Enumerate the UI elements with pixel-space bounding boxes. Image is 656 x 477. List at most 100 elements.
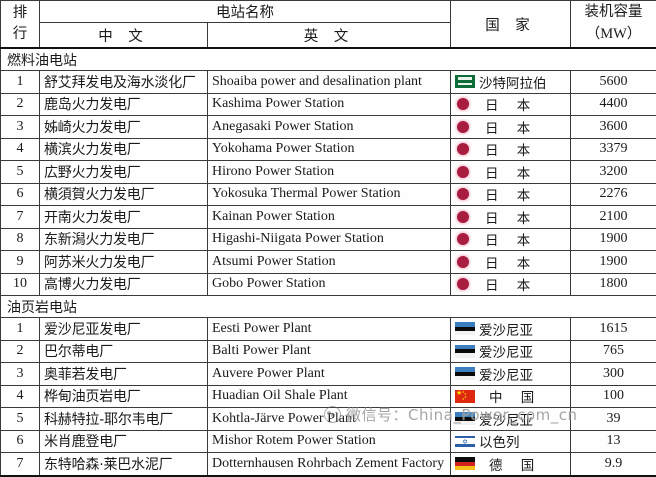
cell-name-english: Balti Power Plant bbox=[208, 340, 451, 363]
header-rank-line2: 行 bbox=[5, 24, 35, 45]
header-station-name: 电站名称 bbox=[40, 1, 451, 23]
flag-japan-icon bbox=[455, 276, 471, 292]
cell-rank: 3 bbox=[1, 363, 40, 386]
cell-capacity: 765 bbox=[571, 340, 656, 363]
cell-name-chinese: 舒艾拜发电及海水淡化厂 bbox=[40, 71, 208, 94]
country-label: 沙特阿拉伯 bbox=[479, 72, 547, 92]
header-capacity-line1: 装机容量 bbox=[575, 2, 652, 24]
cell-name-english: Gobo Power Station bbox=[208, 273, 451, 296]
cell-rank: 7 bbox=[1, 206, 40, 229]
cell-name-chinese: 横須賀火力发电厂 bbox=[40, 183, 208, 206]
cell-capacity: 1900 bbox=[571, 228, 656, 251]
cell-capacity: 3379 bbox=[571, 138, 656, 161]
cell-country: 日 本 bbox=[451, 183, 571, 206]
cell-rank: 6 bbox=[1, 430, 40, 453]
section-header-row: 油页岩电站 bbox=[1, 296, 656, 318]
country-label: 爱沙尼亚 bbox=[479, 319, 533, 339]
cell-name-english: Huadian Oil Shale Plant bbox=[208, 385, 451, 408]
cell-rank: 3 bbox=[1, 116, 40, 139]
cell-name-chinese: 爱沙尼亚发电厂 bbox=[40, 318, 208, 341]
cell-country: 日 本 bbox=[451, 138, 571, 161]
cell-rank: 1 bbox=[1, 71, 40, 94]
cell-name-chinese: 东特哈森·莱巴水泥厂 bbox=[40, 453, 208, 476]
cell-capacity: 3600 bbox=[571, 116, 656, 139]
cell-name-chinese: 奥菲若发电厂 bbox=[40, 363, 208, 386]
cell-capacity: 1900 bbox=[571, 251, 656, 274]
flag-japan-icon bbox=[455, 141, 471, 157]
flag-japan-icon bbox=[455, 231, 471, 247]
cell-name-chinese: 米肖鹿登电厂 bbox=[40, 430, 208, 453]
cell-name-english: Dotternhausen Rohrbach Zement Factory bbox=[208, 453, 451, 476]
cell-country: 日 本 bbox=[451, 228, 571, 251]
cell-name-english: Eesti Power Plant bbox=[208, 318, 451, 341]
cell-rank: 6 bbox=[1, 183, 40, 206]
country-label: 爱沙尼亚 bbox=[479, 364, 533, 384]
cell-name-english: Higashi-Niigata Power Station bbox=[208, 228, 451, 251]
cell-rank: 4 bbox=[1, 385, 40, 408]
cell-capacity: 13 bbox=[571, 430, 656, 453]
cell-country: ✡ 以色列 bbox=[451, 430, 571, 453]
header-country: 国 家 bbox=[451, 1, 571, 49]
cell-name-english: Anegasaki Power Station bbox=[208, 116, 451, 139]
cell-capacity: 4400 bbox=[571, 93, 656, 116]
country-label: 德 国 bbox=[479, 454, 541, 474]
header-chinese: 中 文 bbox=[40, 23, 208, 49]
cell-country: 爱沙尼亚 bbox=[451, 340, 571, 363]
cell-name-english: Yokosuka Thermal Power Station bbox=[208, 183, 451, 206]
cell-name-english: Auvere Power Plant bbox=[208, 363, 451, 386]
cell-name-chinese: 巴尔蒂电厂 bbox=[40, 340, 208, 363]
flag-china-icon: ★★★★★ bbox=[455, 390, 475, 403]
flag-japan-icon bbox=[455, 254, 471, 270]
cell-name-english: Hirono Power Station bbox=[208, 161, 451, 184]
flag-japan-icon bbox=[455, 96, 471, 112]
flag-israel-icon: ✡ bbox=[455, 435, 475, 448]
cell-name-chinese: 桦甸油页岩电厂 bbox=[40, 385, 208, 408]
cell-country: 爱沙尼亚 bbox=[451, 363, 571, 386]
cell-rank: 5 bbox=[1, 161, 40, 184]
country-label: 日 本 bbox=[475, 162, 537, 182]
country-label: 以色列 bbox=[479, 431, 520, 451]
cell-country: 日 本 bbox=[451, 161, 571, 184]
section-title: 油页岩电站 bbox=[1, 296, 656, 318]
country-label: 日 本 bbox=[475, 207, 537, 227]
cell-country: 德 国 bbox=[451, 453, 571, 476]
flag-japan-icon bbox=[455, 119, 471, 135]
cell-rank: 1 bbox=[1, 318, 40, 341]
section-title: 燃料油电站 bbox=[1, 48, 656, 71]
cell-capacity: 5600 bbox=[571, 71, 656, 94]
country-label: 日 本 bbox=[475, 117, 537, 137]
country-label: 爱沙尼亚 bbox=[479, 409, 533, 429]
cell-capacity: 1615 bbox=[571, 318, 656, 341]
cell-capacity: 39 bbox=[571, 408, 656, 431]
country-label: 日 本 bbox=[475, 184, 537, 204]
cell-name-chinese: 鹿岛火力发电厂 bbox=[40, 93, 208, 116]
cell-name-chinese: 科赫特拉-耶尔韦电厂 bbox=[40, 408, 208, 431]
cell-name-english: Atsumi Power Station bbox=[208, 251, 451, 274]
country-label: 日 本 bbox=[475, 139, 537, 159]
flag-estonia-icon bbox=[455, 367, 475, 380]
cell-name-english: Yokohama Power Station bbox=[208, 138, 451, 161]
cell-rank: 8 bbox=[1, 228, 40, 251]
cell-name-english: Kashima Power Station bbox=[208, 93, 451, 116]
cell-rank: 4 bbox=[1, 138, 40, 161]
cell-name-english: Shoaiba power and desalination plant bbox=[208, 71, 451, 94]
cell-country: 爱沙尼亚 bbox=[451, 318, 571, 341]
